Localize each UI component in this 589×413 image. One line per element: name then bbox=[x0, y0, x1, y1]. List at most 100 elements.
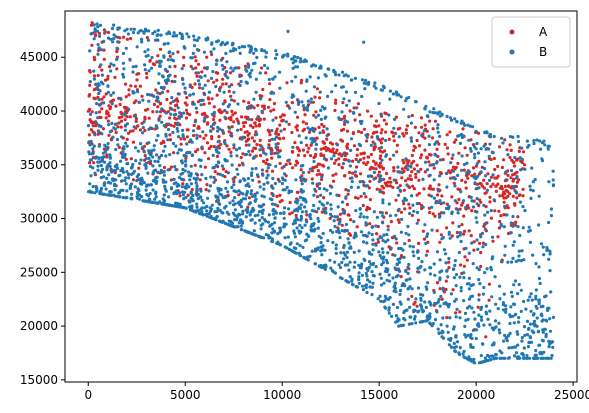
point-B bbox=[225, 60, 229, 64]
point-B bbox=[262, 187, 266, 191]
point-A bbox=[281, 113, 285, 117]
point-A bbox=[260, 66, 264, 70]
point-B bbox=[159, 171, 163, 175]
point-A bbox=[275, 127, 279, 131]
point-B bbox=[349, 185, 353, 189]
point-B bbox=[501, 301, 505, 305]
point-B bbox=[106, 142, 110, 146]
point-B bbox=[514, 191, 519, 195]
point-A bbox=[315, 136, 319, 140]
point-B bbox=[277, 155, 281, 159]
point-B bbox=[377, 250, 381, 254]
point-B bbox=[361, 233, 366, 237]
y-tick-label: 45000 bbox=[20, 50, 58, 64]
point-B bbox=[230, 98, 234, 102]
point-B bbox=[406, 265, 410, 269]
point-B bbox=[381, 201, 385, 205]
point-B bbox=[161, 202, 166, 206]
point-A bbox=[262, 159, 266, 163]
point-A bbox=[168, 138, 173, 142]
point-B bbox=[108, 161, 112, 165]
point-B bbox=[496, 307, 500, 311]
point-B bbox=[547, 339, 551, 343]
point-B bbox=[195, 184, 199, 188]
point-B bbox=[233, 189, 237, 193]
point-B bbox=[224, 186, 228, 190]
point-B bbox=[438, 158, 443, 162]
point-A bbox=[484, 335, 488, 339]
point-B bbox=[371, 281, 375, 285]
point-B bbox=[401, 248, 405, 252]
point-B bbox=[89, 174, 93, 178]
point-B bbox=[247, 184, 251, 188]
point-B bbox=[311, 181, 315, 185]
point-B bbox=[103, 150, 108, 154]
point-B bbox=[228, 126, 232, 130]
point-B bbox=[247, 149, 251, 153]
point-B bbox=[321, 231, 325, 236]
point-B bbox=[546, 248, 550, 252]
point-A bbox=[431, 212, 435, 216]
point-B bbox=[475, 210, 479, 214]
point-A bbox=[290, 130, 294, 135]
point-B bbox=[305, 220, 309, 224]
point-B bbox=[290, 95, 294, 99]
point-B bbox=[180, 67, 184, 71]
point-B bbox=[378, 254, 382, 258]
point-B bbox=[218, 187, 222, 191]
point-A bbox=[102, 147, 106, 151]
point-B bbox=[221, 67, 225, 71]
point-B bbox=[214, 163, 218, 167]
point-A bbox=[416, 218, 420, 222]
point-B bbox=[474, 337, 478, 341]
point-B bbox=[516, 343, 520, 347]
point-A bbox=[450, 195, 454, 199]
point-B bbox=[202, 118, 207, 122]
point-B bbox=[475, 238, 479, 242]
point-B bbox=[528, 356, 532, 360]
point-B bbox=[313, 262, 317, 266]
point-B bbox=[388, 97, 392, 101]
point-B bbox=[411, 250, 415, 254]
point-A bbox=[386, 224, 390, 228]
point-B bbox=[192, 38, 196, 42]
point-B bbox=[373, 81, 377, 85]
point-B bbox=[517, 282, 521, 287]
point-A bbox=[374, 162, 378, 166]
point-B bbox=[260, 216, 264, 220]
point-B bbox=[399, 230, 403, 234]
point-B bbox=[322, 157, 327, 161]
point-A bbox=[378, 161, 383, 165]
point-B bbox=[97, 91, 101, 96]
point-B bbox=[479, 147, 483, 151]
point-B bbox=[136, 90, 140, 94]
point-B bbox=[187, 174, 191, 178]
point-A bbox=[462, 264, 466, 268]
point-B bbox=[132, 27, 136, 31]
point-B bbox=[162, 149, 166, 153]
point-B bbox=[442, 248, 447, 252]
point-A bbox=[293, 141, 297, 145]
point-B bbox=[304, 89, 308, 93]
point-B bbox=[419, 320, 423, 324]
point-B bbox=[165, 32, 169, 36]
point-A bbox=[334, 172, 338, 176]
point-A bbox=[321, 129, 325, 133]
point-B bbox=[467, 355, 471, 359]
point-B bbox=[452, 325, 456, 329]
point-A bbox=[189, 64, 193, 69]
point-B bbox=[456, 211, 460, 215]
point-B bbox=[305, 238, 309, 242]
point-A bbox=[491, 182, 495, 186]
point-B bbox=[444, 261, 448, 265]
point-B bbox=[333, 215, 337, 219]
point-B bbox=[513, 184, 517, 188]
point-A bbox=[319, 147, 323, 151]
point-A bbox=[419, 167, 423, 171]
point-A bbox=[422, 187, 426, 191]
point-B bbox=[96, 52, 100, 56]
point-B bbox=[121, 72, 125, 76]
point-B bbox=[464, 205, 468, 209]
point-A bbox=[125, 37, 129, 41]
point-B bbox=[221, 211, 225, 215]
